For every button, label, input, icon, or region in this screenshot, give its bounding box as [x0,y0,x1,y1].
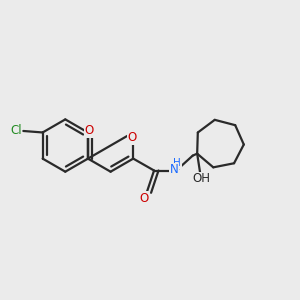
Text: O: O [127,131,136,144]
Text: H: H [173,158,181,168]
Text: O: O [84,124,94,137]
Text: Cl: Cl [10,124,22,137]
Text: OH: OH [193,172,211,185]
Text: O: O [139,192,148,205]
Text: N: N [169,163,178,176]
